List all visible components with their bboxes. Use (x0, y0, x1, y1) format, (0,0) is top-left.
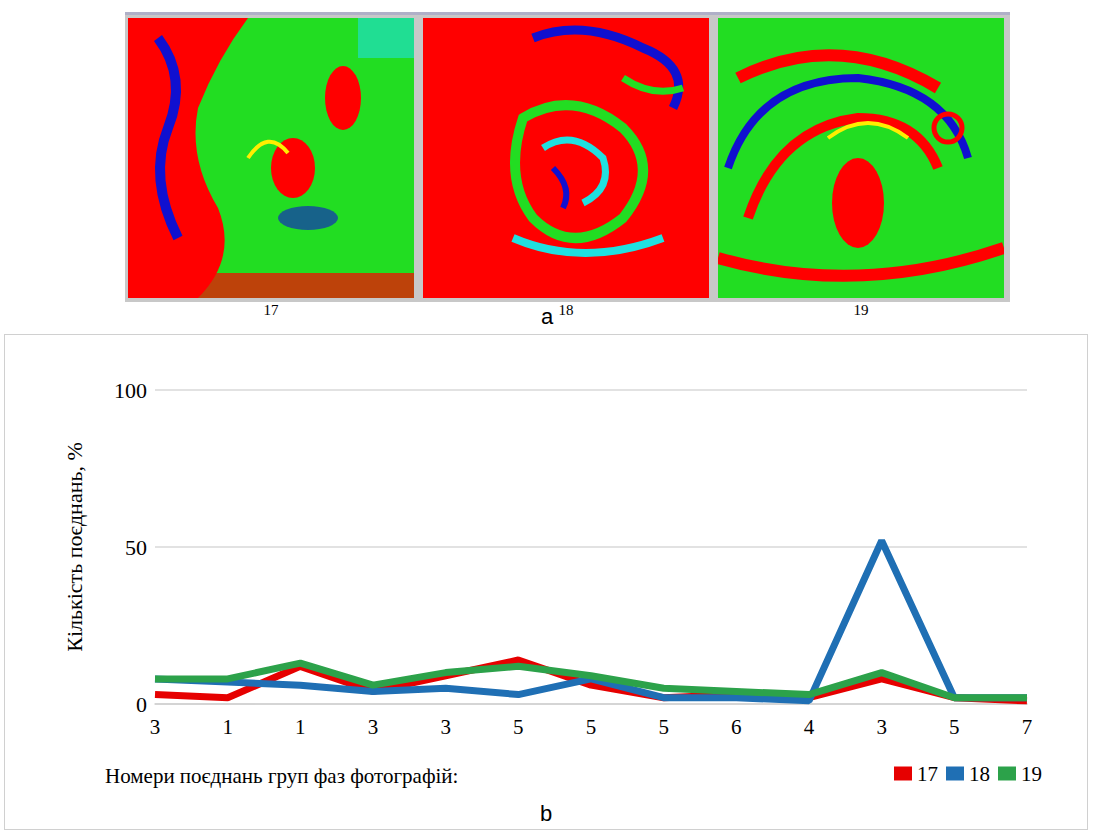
svg-text:17: 17 (917, 762, 938, 786)
svg-text:18: 18 (969, 762, 990, 786)
svg-text:5: 5 (949, 715, 960, 739)
svg-text:3: 3 (368, 715, 379, 739)
svg-text:4: 4 (804, 715, 815, 739)
html-text:a: a (540, 304, 554, 329)
svg-text:0: 0 (136, 692, 147, 717)
svg-text:1: 1 (222, 715, 233, 739)
html-text:17: 17 (263, 302, 279, 318)
svg-text:19: 19 (1021, 762, 1042, 786)
svg-text:50: 50 (125, 535, 147, 560)
svg-text:Кількість поєднань, %: Кількість поєднань, % (62, 442, 87, 652)
svg-text:6: 6 (731, 715, 742, 739)
svg-text:100: 100 (114, 378, 147, 403)
svg-text:Номери поєднань груп фаз фотог: Номери поєднань груп фаз фотографій: (105, 764, 458, 788)
svg-text:5: 5 (513, 715, 524, 739)
svg-text:5: 5 (658, 715, 669, 739)
svg-text:7: 7 (1022, 715, 1033, 739)
html-text:18: 18 (558, 302, 574, 318)
html-text:19: 19 (853, 302, 869, 318)
svg-text:3: 3 (876, 715, 887, 739)
svg-text:1: 1 (295, 715, 306, 739)
svg-text:5: 5 (586, 715, 597, 739)
html-text:b: b (539, 801, 553, 826)
svg-text:3: 3 (150, 715, 161, 739)
svg-text:3: 3 (440, 715, 451, 739)
